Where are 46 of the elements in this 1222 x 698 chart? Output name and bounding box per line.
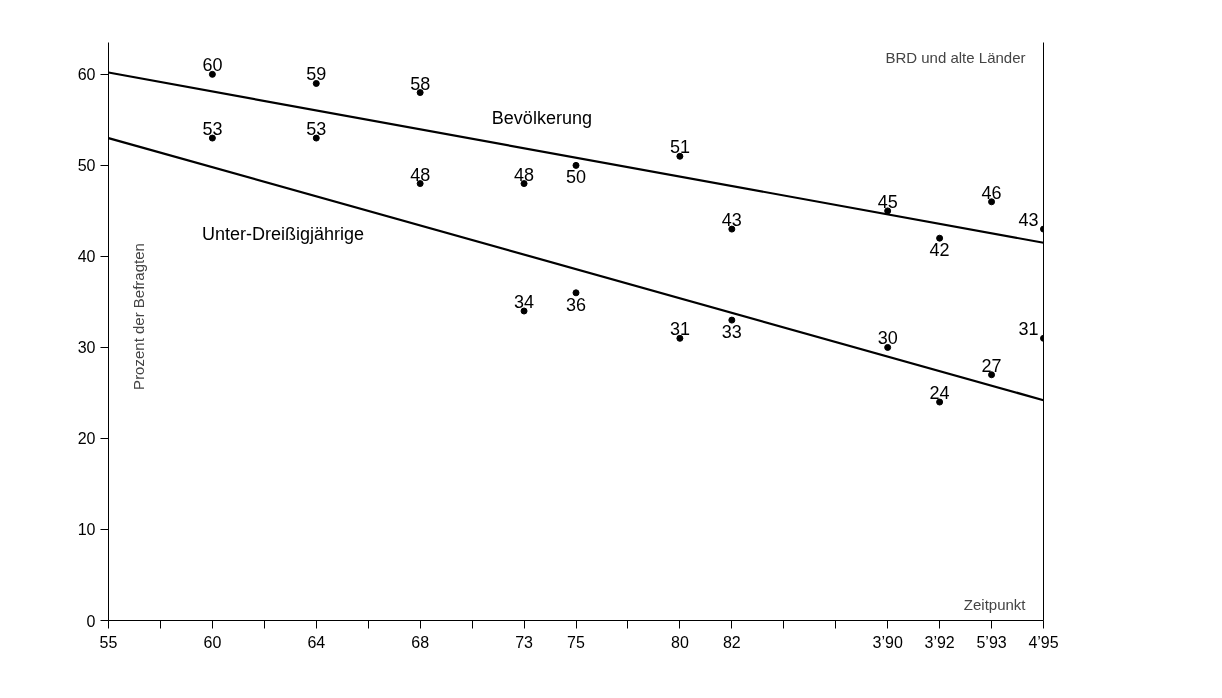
data-label: 51: [669, 137, 690, 158]
y-axis-title: Prozent der Befragten: [129, 243, 147, 390]
x-axis-title: Zeitpunkt: [963, 595, 1027, 613]
data-label: 60: [202, 55, 223, 76]
data-label: 43: [1018, 210, 1039, 231]
data-label: 24: [929, 383, 950, 404]
y-tick-label: 0: [86, 612, 96, 630]
data-label: 59: [306, 64, 327, 85]
y-tick-label: 40: [77, 248, 96, 266]
data-label: 33: [721, 322, 742, 343]
data-label: 30: [877, 328, 898, 349]
x-tick-label: 3’92: [924, 633, 955, 651]
x-tick-label: 60: [203, 633, 222, 651]
data-label: 36: [565, 294, 587, 315]
x-tick-label: 55: [99, 633, 118, 651]
y-tick-label: 60: [77, 66, 96, 84]
data-label: 43: [721, 210, 742, 231]
data-label: 42: [929, 240, 950, 261]
x-tick-label: 73: [515, 633, 534, 651]
data-label: 27: [981, 355, 1002, 376]
data-label: 34: [514, 292, 535, 313]
annotation: BRD und alte Länder: [885, 48, 1026, 66]
x-tick-label: 80: [670, 633, 689, 651]
data-label: 31: [669, 319, 690, 340]
y-tick-label: 30: [77, 339, 96, 357]
y-tick-label: 50: [77, 157, 96, 175]
x-tick-label: 5’93: [976, 633, 1007, 651]
x-tick-label: 68: [411, 633, 430, 651]
x-tick-label: 75: [567, 633, 585, 651]
x-tick-label: 4’95: [1028, 633, 1059, 651]
data-label: 58: [410, 73, 431, 94]
data-label: 53: [202, 119, 223, 140]
y-tick-label: 10: [77, 521, 96, 539]
data-label: 45: [877, 191, 898, 212]
x-tick-label: 64: [307, 633, 326, 651]
series-label: Bevölkerung: [491, 108, 592, 129]
data-label: 50: [565, 167, 587, 188]
data-label: 48: [410, 164, 431, 185]
data-label: 46: [981, 182, 1002, 203]
x-tick-label: 3’90: [872, 633, 903, 651]
series-label: Unter-Dreißigjährige: [202, 224, 365, 245]
y-tick-label: 20: [77, 430, 96, 448]
data-label: 53: [306, 119, 327, 140]
data-label: 48: [514, 164, 535, 185]
data-label: 31: [1018, 319, 1039, 340]
x-tick-label: 82: [722, 633, 741, 651]
